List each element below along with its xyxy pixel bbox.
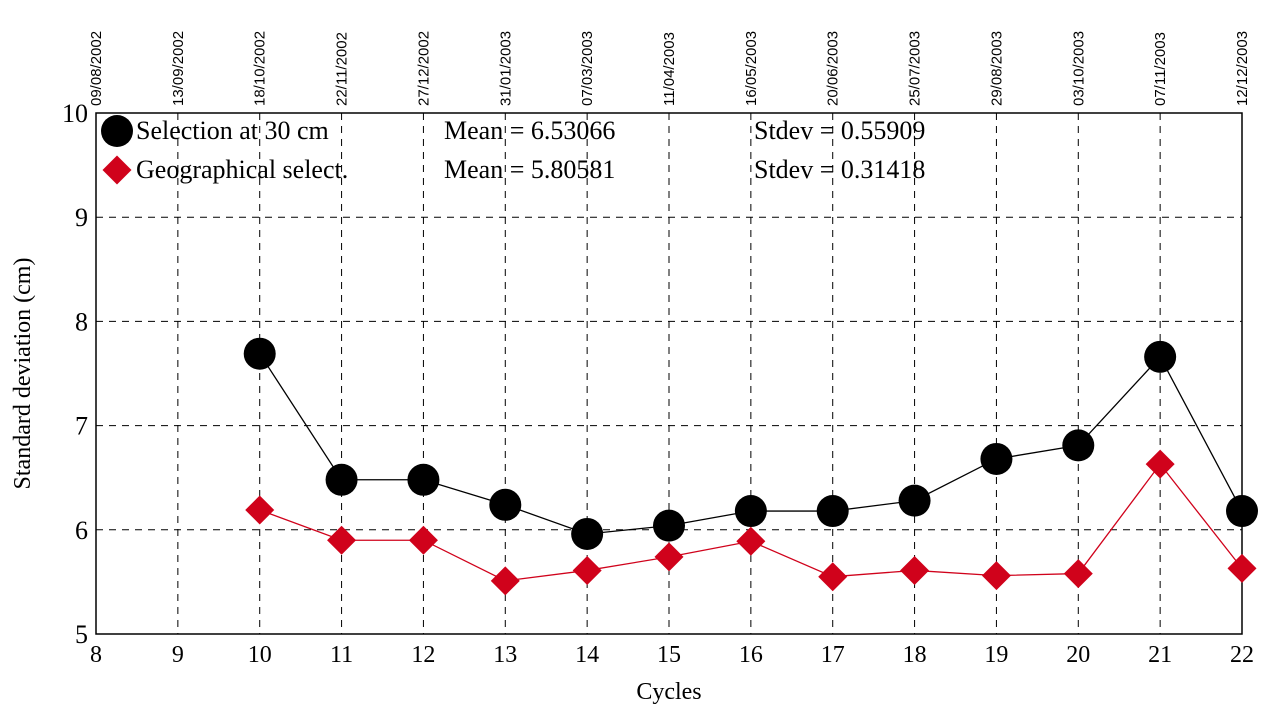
y-tick-label: 8	[75, 307, 88, 336]
data-point-circle	[653, 509, 685, 542]
x-tick-label: 15	[657, 642, 681, 668]
top-date-label: 09/08/2002	[88, 31, 105, 106]
data-point-circle	[816, 495, 849, 528]
data-point-circle	[734, 495, 767, 528]
legend-mean: Mean = 5.80581	[444, 155, 615, 184]
data-point-diamond	[245, 495, 275, 525]
x-tick-label: 9	[172, 642, 184, 668]
data-point-circle	[898, 484, 931, 517]
x-tick-label: 14	[575, 642, 599, 668]
top-date-label: 13/09/2002	[170, 31, 187, 106]
plot-frame	[95, 112, 1243, 635]
x-tick-label: 17	[821, 642, 845, 668]
legend-label: Selection at 30 cm	[136, 116, 329, 145]
data-point-circle	[1226, 495, 1258, 528]
data-point-diamond	[1145, 449, 1175, 479]
data-point-circle	[407, 463, 440, 496]
legend-stdev: Stdev = 0.31418	[754, 155, 925, 184]
legend-marker-circle	[101, 115, 133, 147]
data-point-circle	[980, 442, 1013, 475]
x-tick-label: 16	[739, 642, 763, 668]
data-point-diamond	[490, 566, 520, 596]
y-axis-label: Standard deviation (cm)	[10, 258, 36, 490]
series-layer	[243, 337, 1258, 596]
data-point-circle	[571, 517, 604, 550]
top-date-label: 22/11/2002	[334, 32, 351, 106]
data-point-diamond	[572, 555, 602, 585]
x-tick-label: 8	[90, 642, 102, 668]
data-point-circle	[1062, 429, 1095, 462]
top-date-label: 31/01/2003	[497, 31, 514, 106]
top-date-label: 07/11/2003	[1152, 32, 1169, 106]
top-date-label: 25/07/2003	[907, 31, 924, 106]
data-point-diamond	[818, 562, 848, 592]
data-point-diamond	[736, 526, 766, 556]
top-date-label: 07/03/2003	[579, 31, 596, 106]
axis-ticks: 8 09/08/2002 9 13/09/2002 10 18/10/2002 11 22/1…	[62, 31, 1254, 668]
top-date-label: 11/04/2003	[661, 32, 678, 106]
top-date-label: 03/10/2003	[1070, 31, 1087, 106]
data-point-diamond	[1227, 553, 1257, 583]
data-point-diamond	[981, 561, 1011, 591]
legend-mean: Mean = 6.53066	[444, 116, 615, 145]
y-tick-label: 5	[75, 620, 88, 649]
y-tick-label: 10	[62, 99, 88, 128]
data-point-circle	[325, 463, 358, 496]
top-date-label: 29/08/2003	[988, 31, 1005, 106]
data-point-circle	[489, 488, 522, 521]
top-date-label: 16/05/2003	[743, 31, 760, 106]
x-tick-label: 20	[1066, 642, 1090, 668]
top-date-label: 20/06/2003	[825, 31, 842, 106]
legend: Selection at 30 cm Mean = 6.53066 Stdev = …	[101, 115, 925, 185]
data-point-circle	[243, 337, 276, 370]
data-point-diamond	[654, 542, 684, 572]
data-point-circle	[1144, 340, 1177, 373]
legend-label: Geographical select.	[136, 155, 348, 184]
data-point-diamond	[327, 525, 357, 555]
x-tick-label: 11	[330, 642, 353, 668]
legend-marker-diamond	[102, 155, 132, 185]
data-point-diamond	[900, 555, 930, 585]
x-tick-label: 19	[984, 642, 1008, 668]
data-point-diamond	[1063, 559, 1093, 589]
x-tick-label: 21	[1148, 642, 1172, 668]
legend-stdev: Stdev = 0.55909	[754, 116, 925, 145]
x-tick-label: 13	[493, 642, 517, 668]
x-tick-label: 10	[248, 642, 272, 668]
x-tick-label: 12	[411, 642, 435, 668]
y-tick-label: 9	[75, 203, 88, 232]
x-tick-label: 22	[1230, 642, 1254, 668]
top-date-label: 12/12/2003	[1234, 31, 1251, 106]
y-tick-label: 7	[75, 412, 88, 441]
top-date-label: 27/12/2002	[415, 31, 432, 106]
x-axis-label: Cycles	[636, 679, 701, 705]
data-point-diamond	[408, 525, 438, 555]
top-date-label: 18/10/2002	[252, 31, 269, 106]
y-tick-label: 6	[75, 516, 88, 545]
x-tick-label: 18	[903, 642, 927, 668]
